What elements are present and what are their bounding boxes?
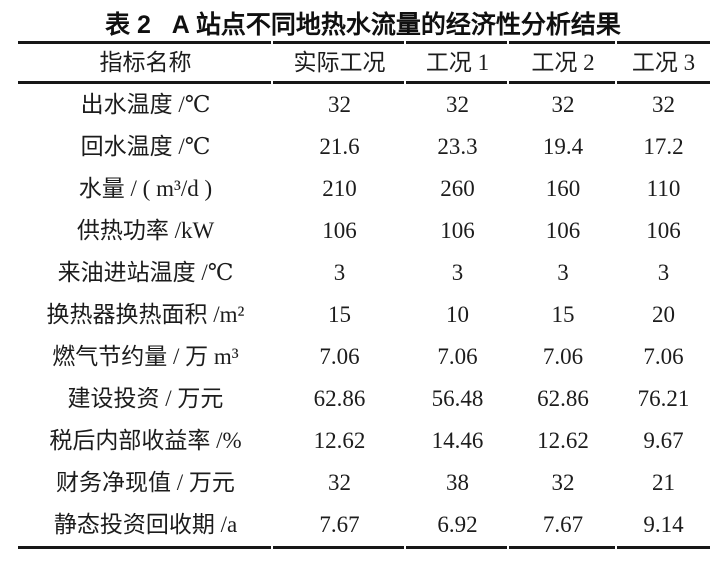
cell-value: 23.3	[437, 134, 478, 159]
cell-value: 106	[440, 218, 475, 243]
cell-value: 14.46	[431, 428, 484, 453]
rule-segment	[18, 546, 271, 549]
cell-value: 12.62	[537, 428, 589, 453]
cell-value: 7.06	[643, 344, 684, 369]
rule-segment	[18, 41, 271, 44]
cell-value: 260	[440, 176, 475, 201]
cell-value: 32	[328, 92, 351, 117]
cell-value: 62.86	[537, 386, 589, 411]
table-row: 供热功率 /kW 106 106 106 106	[18, 210, 710, 252]
cell-value: 106	[646, 218, 681, 243]
column-header-actual-condition: 实际工况	[293, 50, 386, 75]
rule-segment	[406, 546, 507, 549]
cell-value: 110	[646, 176, 681, 201]
rule-segment	[273, 41, 404, 44]
cell-value: 17.2	[643, 134, 684, 159]
row-label: 出水温度 /℃	[80, 92, 211, 117]
cell-value: 7.67	[542, 512, 584, 537]
cell-value: 32	[328, 470, 351, 495]
rule-segment	[509, 81, 615, 84]
table-row: 财务净现值 / 万元 32 38 32 21	[18, 462, 710, 504]
table-row: 静态投资回收期 /a 7.67 6.92 7.67 9.14	[18, 504, 710, 546]
column-header-condition-3: 工况 3	[631, 50, 696, 75]
row-label: 建设投资 / 万元	[67, 386, 224, 411]
cell-value: 6.92	[437, 512, 478, 537]
cell-value: 3	[557, 260, 569, 285]
cell-value: 12.62	[313, 428, 366, 453]
cell-value: 3	[451, 260, 464, 285]
column-header-indicator-name: 指标名称	[99, 50, 192, 75]
cell-value: 56.48	[431, 386, 484, 411]
row-label: 水量 / ( m³/d )	[78, 176, 213, 201]
rule-segment	[273, 81, 404, 84]
cell-value: 106	[545, 218, 581, 243]
header-rule	[18, 81, 710, 84]
table-row: 建设投资 / 万元 62.86 56.48 62.86 76.21	[18, 378, 710, 420]
bottom-rule	[18, 546, 710, 549]
row-label: 税后内部收益率 /%	[49, 428, 242, 453]
cell-value: 7.06	[542, 344, 584, 369]
row-label: 供热功率 /kW	[76, 218, 215, 243]
rule-segment	[509, 546, 615, 549]
row-label: 静态投资回收期 /a	[53, 512, 238, 537]
rule-segment	[273, 546, 404, 549]
table-row: 回水温度 /℃ 21.6 23.3 19.4 17.2	[18, 126, 710, 168]
row-label: 换热器换热面积 /m²	[46, 302, 245, 327]
cell-value: 160	[545, 176, 581, 201]
cell-value: 19.4	[542, 134, 584, 159]
top-rule	[18, 41, 710, 44]
row-label: 燃气节约量 / 万 m³	[52, 344, 239, 369]
row-label: 回水温度 /℃	[80, 134, 211, 159]
cell-value: 32	[446, 92, 469, 117]
cell-value: 9.67	[643, 428, 684, 453]
column-header-condition-2: 工况 2	[531, 50, 595, 75]
table-row: 税后内部收益率 /% 12.62 14.46 12.62 9.67	[18, 420, 710, 462]
cell-value: 7.06	[319, 344, 360, 369]
cell-value: 38	[446, 470, 469, 495]
table-row: 来油进站温度 /℃ 3 3 3 3	[18, 252, 710, 294]
cell-value: 62.86	[313, 386, 366, 411]
table-row: 燃气节约量 / 万 m³ 7.06 7.06 7.06 7.06	[18, 336, 710, 378]
cell-value: 7.06	[437, 344, 478, 369]
row-label: 财务净现值 / 万元	[56, 470, 235, 495]
rule-segment	[617, 546, 710, 549]
cell-value: 32	[652, 92, 675, 117]
cell-value: 210	[322, 176, 357, 201]
table-row: 换热器换热面积 /m² 15 10 15 20	[18, 294, 710, 336]
rule-segment	[406, 81, 507, 84]
cell-value: 21.6	[319, 134, 360, 159]
cell-value: 21	[652, 470, 675, 495]
header-row: 指标名称 实际工况 工况 1 工况 2 工况 3	[18, 44, 710, 81]
column-header-condition-1: 工况 1	[425, 50, 490, 75]
rule-segment	[509, 41, 615, 44]
table-row: 水量 / ( m³/d ) 210 260 160 110	[18, 168, 710, 210]
cell-value: 106	[322, 218, 357, 243]
cell-value: 32	[551, 470, 575, 495]
rule-segment	[18, 81, 271, 84]
table-row: 出水温度 /℃ 32 32 32 32	[18, 84, 710, 126]
cell-value: 10	[446, 302, 469, 327]
row-label: 来油进站温度 /℃	[57, 260, 234, 285]
cell-value: 32	[551, 92, 575, 117]
cell-value: 76.21	[637, 386, 690, 411]
rule-segment	[617, 41, 710, 44]
rule-segment	[617, 81, 710, 84]
cell-value: 15	[551, 302, 575, 327]
cell-value: 15	[328, 302, 351, 327]
table-body: 出水温度 /℃ 32 32 32 32 回水温度 /℃ 21.6 23.3 19…	[18, 84, 710, 546]
cell-value: 9.14	[643, 512, 684, 537]
cell-value: 7.67	[319, 512, 360, 537]
cell-value: 20	[652, 302, 675, 327]
table-title: 表 2 A 站点不同地热水流量的经济性分析结果	[105, 11, 621, 39]
cell-value: 3	[657, 260, 670, 285]
cell-value: 3	[333, 260, 346, 285]
rule-segment	[406, 41, 507, 44]
